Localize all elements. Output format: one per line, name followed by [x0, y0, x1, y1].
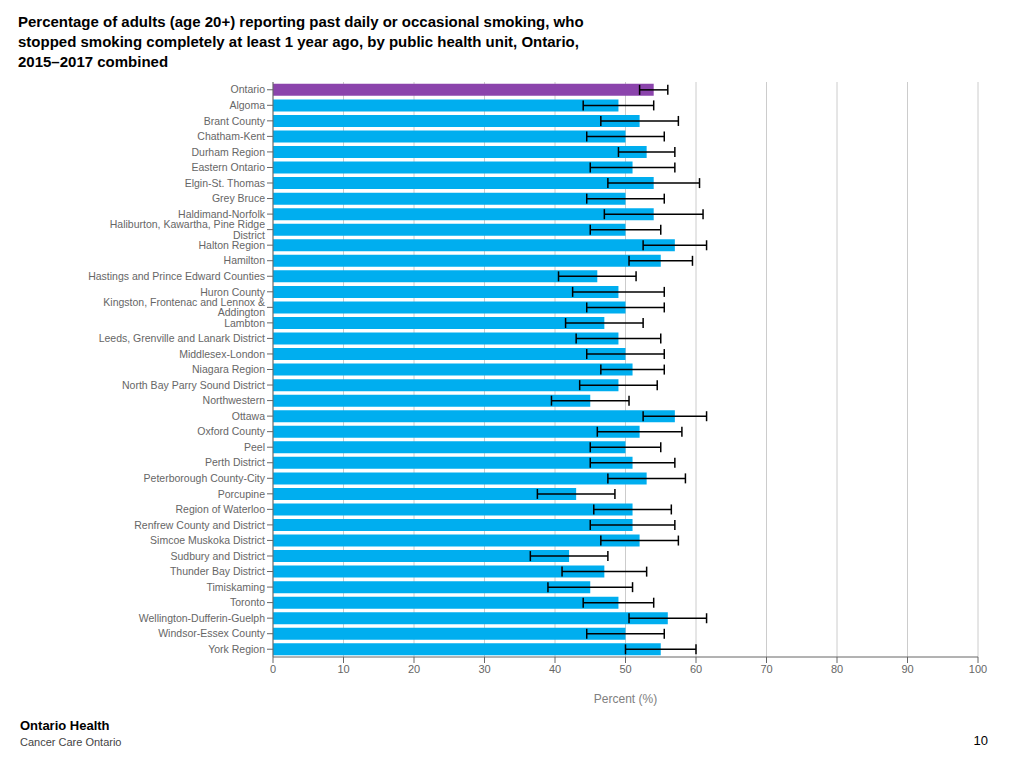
svg-text:Windsor-Essex County: Windsor-Essex County — [158, 627, 266, 639]
html-text:2015–2017 combined: 2015–2017 combined — [18, 53, 169, 70]
svg-text:Simcoe Muskoka District: Simcoe Muskoka District — [150, 534, 265, 546]
svg-text:Kingston, Frontenac and Lennox: Kingston, Frontenac and Lennox &Addingto… — [103, 296, 265, 319]
svg-text:Algoma: Algoma — [229, 99, 265, 111]
svg-text:Brant County: Brant County — [204, 115, 266, 127]
html-text:Percentage of adults (age 20+): Percentage of adults (age 20+) reporting… — [18, 13, 584, 30]
svg-text:York Region: York Region — [208, 643, 265, 655]
svg-text:50: 50 — [619, 663, 631, 675]
html-text:stopped smoking completely at: stopped smoking completely at least 1 ye… — [18, 33, 579, 50]
svg-text:Hamilton: Hamilton — [224, 254, 266, 266]
svg-text:60: 60 — [690, 663, 702, 675]
svg-text:Middlesex-London: Middlesex-London — [179, 348, 265, 360]
svg-text:30: 30 — [478, 663, 490, 675]
html-text:10: 10 — [973, 733, 988, 748]
svg-text:80: 80 — [831, 663, 843, 675]
svg-text:Northwestern: Northwestern — [203, 394, 266, 406]
svg-text:Oxford County: Oxford County — [197, 425, 265, 437]
svg-text:20: 20 — [408, 663, 420, 675]
svg-text:Region of Waterloo: Region of Waterloo — [176, 503, 266, 515]
svg-text:90: 90 — [901, 663, 913, 675]
svg-text:Renfrew County and District: Renfrew County and District — [134, 519, 265, 531]
svg-text:Perth District: Perth District — [205, 456, 265, 468]
svg-text:Chatham-Kent: Chatham-Kent — [197, 130, 265, 142]
svg-text:100: 100 — [969, 663, 987, 675]
svg-text:Leeds, Grenville and Lanark Di: Leeds, Grenville and Lanark District — [99, 332, 265, 344]
svg-text:40: 40 — [549, 663, 561, 675]
html-text:Ontario Health: Ontario Health — [20, 718, 110, 733]
svg-text:Durham Region: Durham Region — [191, 146, 265, 158]
svg-text:Niagara Region: Niagara Region — [192, 363, 265, 375]
svg-text:Eastern Ontario: Eastern Ontario — [191, 161, 265, 173]
svg-text:Percent (%): Percent (%) — [594, 692, 657, 706]
svg-text:10: 10 — [337, 663, 349, 675]
svg-text:70: 70 — [760, 663, 772, 675]
svg-text:Haldimand-Norfolk: Haldimand-Norfolk — [178, 207, 265, 220]
svg-text:Toronto: Toronto — [230, 596, 265, 608]
svg-text:Hastings and Prince Edward Cou: Hastings and Prince Edward Counties — [88, 270, 265, 282]
svg-text:Elgin-St. Thomas: Elgin-St. Thomas — [185, 177, 265, 189]
svg-text:Halton Region: Halton Region — [198, 239, 265, 251]
html-text:Cancer Care Ontario: Cancer Care Ontario — [20, 736, 122, 748]
svg-text:Peterborough County-City: Peterborough County-City — [144, 472, 266, 484]
svg-text:North Bay Parry Sound District: North Bay Parry Sound District — [122, 379, 265, 391]
svg-text:Thunder Bay District: Thunder Bay District — [170, 565, 265, 577]
svg-text:Ontario: Ontario — [231, 83, 266, 95]
svg-text:Grey Bruce: Grey Bruce — [212, 192, 265, 204]
svg-text:Haliburton, Kawartha, Pine Rid: Haliburton, Kawartha, Pine RidgeDistrict — [110, 218, 265, 241]
svg-text:Sudbury and District: Sudbury and District — [170, 550, 265, 562]
svg-text:Lambton: Lambton — [224, 317, 265, 329]
svg-text:Timiskaming: Timiskaming — [206, 581, 265, 593]
svg-text:Ottawa: Ottawa — [232, 410, 265, 422]
svg-text:Porcupine: Porcupine — [218, 488, 265, 500]
svg-text:Peel: Peel — [244, 441, 265, 453]
svg-text:0: 0 — [270, 663, 276, 675]
svg-text:Wellington-Dufferin-Guelph: Wellington-Dufferin-Guelph — [139, 612, 265, 624]
svg-text:Huron County: Huron County — [200, 285, 265, 298]
